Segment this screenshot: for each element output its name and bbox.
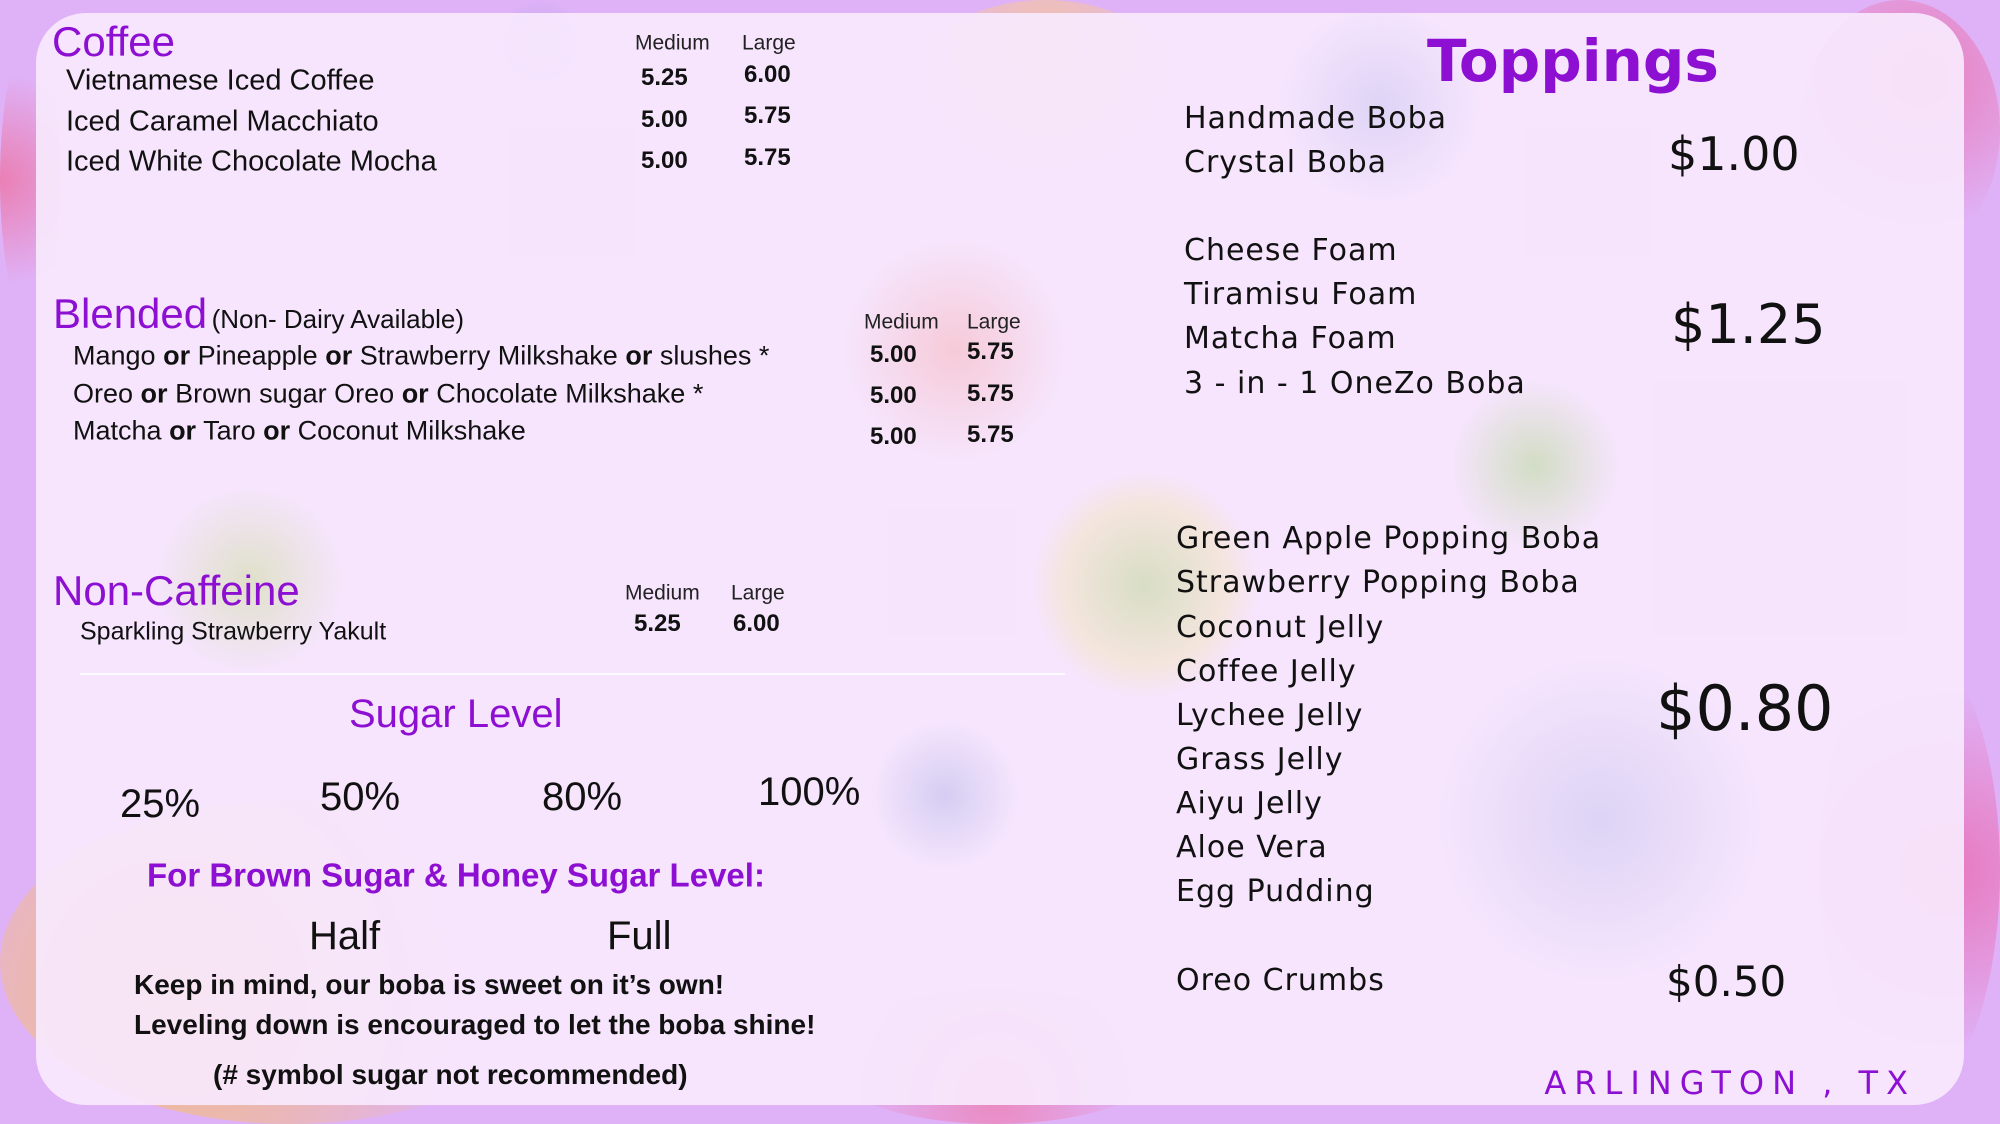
flavor-option: Coconut Milkshake (297, 415, 526, 446)
sugar-option: 80% (542, 775, 623, 819)
sugar-option: 50% (320, 775, 401, 819)
non-caffeine-title: Non-Caffeine (53, 567, 300, 614)
topping-item: Aloe Vera (1176, 830, 1328, 865)
large-price: 5.75 (744, 144, 791, 171)
flavor-option: Pineapple (197, 340, 318, 371)
medium-price: 5.00 (870, 423, 917, 450)
blended-title: Blended (53, 290, 208, 337)
sugar-option: 100% (758, 770, 861, 814)
topping-item: Coconut Jelly (1176, 610, 1385, 645)
topping-price: $0.80 (1656, 672, 1834, 745)
topping-item: Crystal Boba (1184, 145, 1388, 180)
or-connector: or (325, 340, 353, 371)
topping-item: Egg Pudding (1176, 874, 1375, 909)
topping-price: $1.00 (1668, 127, 1800, 181)
topping-item: Lychee Jelly (1176, 698, 1364, 733)
flavor-option: Brown sugar Oreo (175, 378, 395, 409)
large-price: 5.75 (967, 421, 1014, 448)
non-caffeine-medium-header: Medium (625, 581, 700, 605)
location-label: ARLINGTON , TX (1544, 1064, 1916, 1102)
topping-item: Coffee Jelly (1176, 654, 1357, 689)
coffee-title: Coffee (52, 18, 175, 65)
or-connector: or (401, 378, 429, 409)
non-caffeine-large-header: Large (731, 581, 785, 605)
topping-item: Strawberry Popping Boba (1176, 565, 1580, 600)
menu-item-name: Iced Caramel Macchiato (66, 105, 379, 138)
large-price: 6.00 (733, 610, 780, 637)
sugar-option: 25% (120, 782, 201, 826)
flavor-option: Oreo (73, 378, 134, 409)
blended-subtitle: (Non- Dairy Available) (211, 304, 464, 334)
flavor-option: slushes * (659, 340, 770, 371)
medium-price: 5.25 (634, 610, 681, 637)
brown-sugar-option: Full (607, 914, 672, 958)
topping-item: Oreo Crumbs (1176, 963, 1385, 998)
or-connector: or (163, 340, 191, 371)
toppings-title: Toppings (1427, 27, 1719, 95)
sugar-note: Leveling down is encouraged to let the b… (134, 1009, 816, 1040)
sugar-level-title: Sugar Level (349, 692, 563, 736)
or-connector: or (263, 415, 291, 446)
topping-price: $1.25 (1671, 293, 1826, 356)
large-price: 6.00 (744, 61, 791, 88)
medium-price: 5.25 (641, 64, 688, 91)
brown-sugar-option: Half (309, 914, 381, 958)
flavor-option: Chocolate Milkshake * (436, 378, 704, 409)
topping-item: Grass Jelly (1176, 742, 1344, 777)
menu-item-name: Sparkling Strawberry Yakult (80, 617, 387, 646)
flavor-option: Taro (203, 415, 256, 446)
topping-item: Aiyu Jelly (1176, 786, 1323, 821)
menu-item-name: Iced White Chocolate Mocha (66, 145, 437, 178)
flavor-option: Strawberry Milkshake (359, 340, 618, 371)
medium-price: 5.00 (641, 106, 688, 133)
topping-item: Matcha Foam (1184, 321, 1397, 356)
flavor-option: Mango (73, 340, 156, 371)
sugar-note: (# symbol sugar not recommended) (213, 1059, 688, 1090)
medium-price: 5.00 (641, 147, 688, 174)
sugar-note: Keep in mind, our boba is sweet on it’s … (134, 969, 725, 1000)
or-connector: or (140, 378, 168, 409)
menu-item-name: Matcha or Taro or Coconut Milkshake (73, 415, 526, 446)
menu-item-name: Mango or Pineapple or Strawberry Milksha… (73, 340, 770, 371)
blended-large-header: Large (967, 310, 1021, 334)
topping-item: Green Apple Popping Boba (1176, 521, 1602, 556)
large-price: 5.75 (967, 380, 1014, 407)
or-connector: or (625, 340, 653, 371)
blended-medium-header: Medium (864, 310, 939, 334)
medium-price: 5.00 (870, 341, 917, 368)
or-connector: or (169, 415, 197, 446)
large-price: 5.75 (744, 102, 791, 129)
flavor-option: Matcha (73, 415, 162, 446)
medium-price: 5.00 (870, 382, 917, 409)
topping-price: $0.50 (1666, 957, 1787, 1006)
divider (80, 673, 1065, 675)
topping-item: Tiramisu Foam (1184, 277, 1418, 312)
menu-item-name: Vietnamese Iced Coffee (66, 64, 375, 97)
blended-heading: Blended (Non- Dairy Available) (53, 293, 464, 335)
coffee-medium-header: Medium (635, 31, 710, 55)
topping-item: Cheese Foam (1184, 233, 1398, 268)
brown-sugar-title: For Brown Sugar & Honey Sugar Level: (147, 856, 765, 894)
large-price: 5.75 (967, 338, 1014, 365)
menu-item-name: Oreo or Brown sugar Oreo or Chocolate Mi… (73, 378, 704, 409)
topping-item: 3 - in - 1 OneZo Boba (1184, 366, 1526, 401)
coffee-large-header: Large (742, 31, 796, 55)
topping-item: Handmade Boba (1184, 101, 1448, 136)
